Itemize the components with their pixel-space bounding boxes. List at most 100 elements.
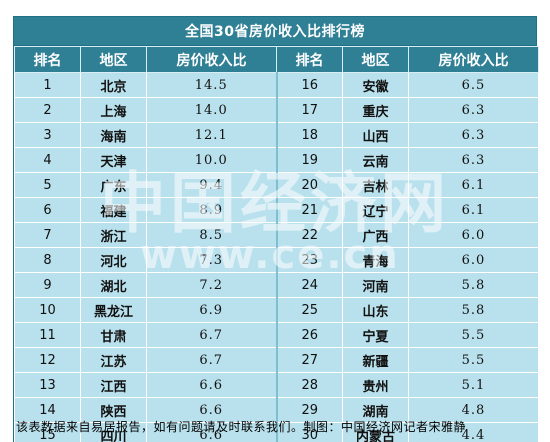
rank-cell: 6 — [14, 197, 81, 223]
ratio-cell: 6.0 — [408, 247, 539, 273]
region-cell: 重庆 — [342, 97, 409, 123]
table-row: 13 江西 6.6 28 贵州 5.1 — [14, 372, 539, 398]
region-cell: 河南 — [342, 272, 409, 298]
ratio-cell: 6.3 — [408, 122, 539, 148]
region-cell: 宁夏 — [342, 322, 409, 348]
table-row: 5 广东 9.4 20 吉林 6.1 — [14, 172, 539, 198]
ratio-cell: 6.1 — [408, 197, 539, 223]
region-cell: 江苏 — [80, 347, 147, 373]
table-row: 4 天津 10.0 19 云南 6.3 — [14, 147, 539, 173]
rank-cell: 9 — [14, 272, 81, 298]
rank-cell: 15 — [14, 422, 81, 442]
table-body: 1 北京 14.5 16 安徽 6.5 2 上海 14.0 17 重庆 6.3 3 海南 12.1 18 山西 6… — [14, 72, 539, 442]
rank-cell: 26 — [275, 322, 343, 348]
region-cell: 山西 — [342, 122, 409, 148]
ratio-cell: 5.5 — [408, 322, 539, 348]
region-cell: 广西 — [342, 222, 409, 248]
rank-cell: 30 — [275, 422, 343, 442]
table-row: 14 陕西 6.6 29 湖南 4.8 — [14, 397, 539, 423]
table-row: 6 福建 8.9 21 辽宁 6.1 — [14, 197, 539, 223]
header-ratio-right: 房价收入比 — [408, 46, 539, 73]
ratio-cell: 6.7 — [146, 322, 277, 348]
rank-cell: 13 — [14, 372, 81, 398]
region-cell: 山东 — [342, 297, 409, 323]
ratio-cell: 4.4 — [408, 422, 539, 442]
region-cell: 吉林 — [342, 172, 409, 198]
region-cell: 北京 — [80, 72, 147, 98]
region-cell: 福建 — [80, 197, 147, 223]
ratio-cell: 6.7 — [146, 347, 277, 373]
rank-cell: 18 — [275, 122, 343, 148]
ratio-cell: 8.9 — [146, 197, 277, 223]
header-region-left: 地区 — [80, 46, 147, 73]
table-row: 11 甘肃 6.7 26 宁夏 5.5 — [14, 322, 539, 348]
ratio-cell: 6.3 — [408, 147, 539, 173]
ratio-cell: 6.6 — [146, 422, 277, 442]
ratio-cell: 6.1 — [408, 172, 539, 198]
ratio-cell: 14.5 — [146, 72, 277, 98]
ratio-cell: 6.0 — [408, 222, 539, 248]
region-cell: 江西 — [80, 372, 147, 398]
rank-cell: 21 — [275, 197, 343, 223]
table-title: 全国30省房价收入比排行榜 — [14, 17, 536, 46]
region-cell: 辽宁 — [342, 197, 409, 223]
rank-cell: 5 — [14, 172, 81, 198]
rank-cell: 1 — [14, 72, 81, 98]
header-rank-right: 排名 — [276, 46, 343, 73]
rank-cell: 11 — [14, 322, 81, 348]
rank-cell: 4 — [14, 147, 81, 173]
table-row: 7 浙江 8.5 22 广西 6.0 — [14, 222, 539, 248]
region-cell: 青海 — [342, 247, 409, 273]
rank-cell: 25 — [275, 297, 343, 323]
rank-cell: 8 — [14, 247, 81, 273]
ratio-cell: 6.9 — [146, 297, 277, 323]
region-cell: 云南 — [342, 147, 409, 173]
rank-cell: 22 — [275, 222, 343, 248]
ranking-table-container: 全国30省房价收入比排行榜 排名 地区 房价收入比 排名 地区 房价收入比 — [13, 16, 539, 442]
region-cell: 浙江 — [80, 222, 147, 248]
header-rank-left: 排名 — [14, 46, 81, 73]
rank-cell: 20 — [275, 172, 343, 198]
ratio-cell: 12.1 — [146, 122, 277, 148]
region-cell: 内蒙古 — [342, 422, 409, 442]
ratio-cell: 6.3 — [408, 97, 539, 123]
header-ratio-left: 房价收入比 — [146, 46, 277, 73]
rank-cell: 2 — [14, 97, 81, 123]
region-cell: 广东 — [80, 172, 147, 198]
rank-cell: 24 — [275, 272, 343, 298]
ratio-cell: 7.3 — [146, 247, 277, 273]
region-cell: 湖北 — [80, 272, 147, 298]
table-row: 1 北京 14.5 16 安徽 6.5 — [14, 72, 539, 98]
rank-cell: 12 — [14, 347, 81, 373]
ratio-cell: 4.8 — [408, 397, 539, 423]
region-cell: 海南 — [80, 122, 147, 148]
ratio-cell: 6.6 — [146, 372, 277, 398]
region-cell: 四川 — [80, 422, 147, 442]
ratio-cell: 5.1 — [408, 372, 539, 398]
region-cell: 湖南 — [342, 397, 409, 423]
rank-cell: 7 — [14, 222, 81, 248]
ratio-cell: 9.4 — [146, 172, 277, 198]
region-cell: 上海 — [80, 97, 147, 123]
rank-cell: 19 — [275, 147, 343, 173]
ratio-cell: 7.2 — [146, 272, 277, 298]
rank-cell: 23 — [275, 247, 343, 273]
table-row: 8 河北 7.3 23 青海 6.0 — [14, 247, 539, 273]
region-cell: 贵州 — [342, 372, 409, 398]
table-row: 10 黑龙江 6.9 25 山东 5.8 — [14, 297, 539, 323]
ratio-cell: 14.0 — [146, 97, 277, 123]
ranking-table: 排名 地区 房价收入比 排名 地区 房价收入比 1 北京 14.5 16 安徽 6.5 2 上… — [14, 46, 539, 442]
ratio-cell: 5.8 — [408, 272, 539, 298]
header-row: 排名 地区 房价收入比 排名 地区 房价收入比 — [14, 46, 539, 73]
ratio-cell: 5.5 — [408, 347, 539, 373]
header-region-right: 地区 — [342, 46, 409, 73]
table-row: 2 上海 14.0 17 重庆 6.3 — [14, 97, 539, 123]
region-cell: 新疆 — [342, 347, 409, 373]
rank-cell: 17 — [275, 97, 343, 123]
table-row: 9 湖北 7.2 24 河南 5.8 — [14, 272, 539, 298]
footer-note: 该表数据来自易居报告，如有问题请及时联系我们。制图：中国经济网记者宋雅静 — [16, 420, 467, 434]
rank-cell: 14 — [14, 397, 81, 423]
table-row: 12 江苏 6.7 27 新疆 5.5 — [14, 347, 539, 373]
region-cell: 安徽 — [342, 72, 409, 98]
rank-cell: 10 — [14, 297, 81, 323]
